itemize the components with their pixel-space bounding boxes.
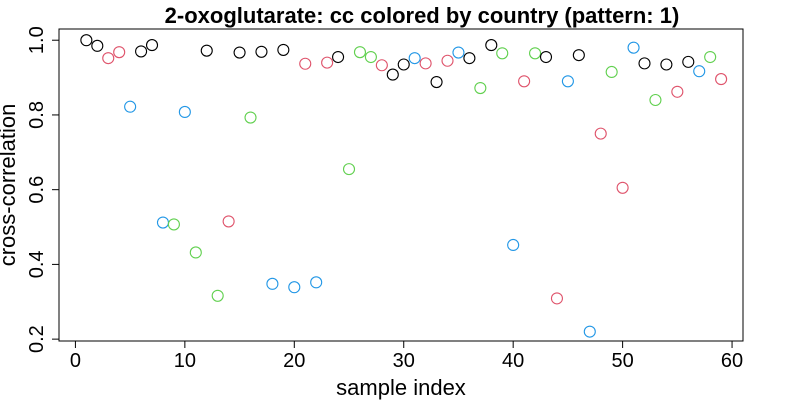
data-point bbox=[561, 75, 574, 88]
data-point bbox=[167, 218, 180, 231]
data-point bbox=[496, 47, 509, 60]
data-point bbox=[102, 52, 115, 65]
data-point bbox=[364, 50, 377, 64]
data-point bbox=[135, 45, 148, 58]
y-axis: 0.2 0.4 0.6 0.8 1.0 bbox=[26, 26, 60, 353]
data-point bbox=[266, 277, 279, 290]
data-point bbox=[474, 81, 487, 95]
data-point bbox=[671, 85, 684, 98]
data-point bbox=[277, 43, 290, 56]
x-axis-label: sample index bbox=[336, 375, 466, 400]
data-point bbox=[321, 56, 334, 69]
chart-title: 2-oxoglutarate: cc colored by country (p… bbox=[165, 3, 680, 28]
data-point bbox=[649, 93, 662, 107]
x-tick-label: 40 bbox=[502, 350, 524, 372]
data-point bbox=[310, 276, 323, 289]
data-point bbox=[704, 50, 717, 64]
x-tick-label: 0 bbox=[70, 350, 81, 372]
x-tick-label: 50 bbox=[611, 350, 633, 372]
data-point bbox=[638, 57, 651, 70]
x-tick-label: 20 bbox=[283, 350, 305, 372]
data-point bbox=[91, 39, 104, 52]
x-tick-label: 30 bbox=[393, 350, 415, 372]
data-point bbox=[550, 292, 564, 305]
data-point bbox=[441, 54, 454, 67]
x-tick-label: 10 bbox=[174, 350, 196, 372]
data-point bbox=[529, 47, 542, 60]
data-point bbox=[211, 289, 224, 302]
data-point bbox=[353, 46, 367, 59]
data-point bbox=[605, 65, 618, 79]
data-point bbox=[386, 68, 399, 81]
data-point bbox=[518, 75, 531, 88]
data-point bbox=[113, 46, 126, 59]
y-tick-label: 0.4 bbox=[26, 250, 48, 278]
data-point bbox=[539, 50, 553, 64]
data-point bbox=[408, 52, 421, 65]
data-point bbox=[627, 41, 640, 54]
data-point bbox=[397, 58, 410, 71]
data-point bbox=[485, 39, 498, 52]
data-point bbox=[693, 65, 706, 78]
y-tick-label: 0.8 bbox=[26, 101, 48, 129]
data-point bbox=[222, 215, 235, 228]
data-point bbox=[288, 281, 301, 294]
data-points bbox=[80, 34, 728, 338]
data-point bbox=[507, 238, 520, 252]
data-point bbox=[342, 163, 356, 176]
data-point bbox=[452, 46, 465, 59]
data-point bbox=[594, 127, 607, 140]
x-axis: 0 10 20 30 40 50 60 bbox=[70, 340, 743, 372]
data-point bbox=[189, 246, 202, 259]
data-point bbox=[660, 58, 673, 71]
data-point bbox=[80, 34, 93, 47]
y-tick-label: 1.0 bbox=[26, 26, 48, 54]
data-point bbox=[583, 325, 596, 338]
data-point bbox=[430, 76, 443, 89]
y-tick-label: 0.2 bbox=[26, 325, 48, 353]
data-point bbox=[156, 216, 170, 229]
data-point bbox=[145, 39, 159, 52]
y-axis-label: cross-correlation bbox=[0, 104, 20, 267]
x-tick-label: 60 bbox=[721, 350, 743, 372]
data-point bbox=[244, 111, 257, 124]
data-point bbox=[715, 73, 728, 86]
data-point bbox=[572, 49, 585, 62]
data-point bbox=[682, 55, 695, 68]
data-point bbox=[463, 52, 476, 65]
y-tick-label: 0.6 bbox=[26, 176, 48, 204]
data-point bbox=[233, 46, 246, 59]
plot-frame bbox=[58, 28, 744, 342]
data-point bbox=[299, 57, 312, 70]
data-point bbox=[375, 59, 388, 72]
data-point bbox=[178, 105, 191, 119]
data-point bbox=[616, 181, 629, 194]
data-point bbox=[419, 57, 432, 70]
data-point bbox=[255, 45, 268, 58]
data-point bbox=[332, 50, 345, 64]
data-point bbox=[200, 44, 213, 57]
data-point bbox=[124, 100, 137, 113]
